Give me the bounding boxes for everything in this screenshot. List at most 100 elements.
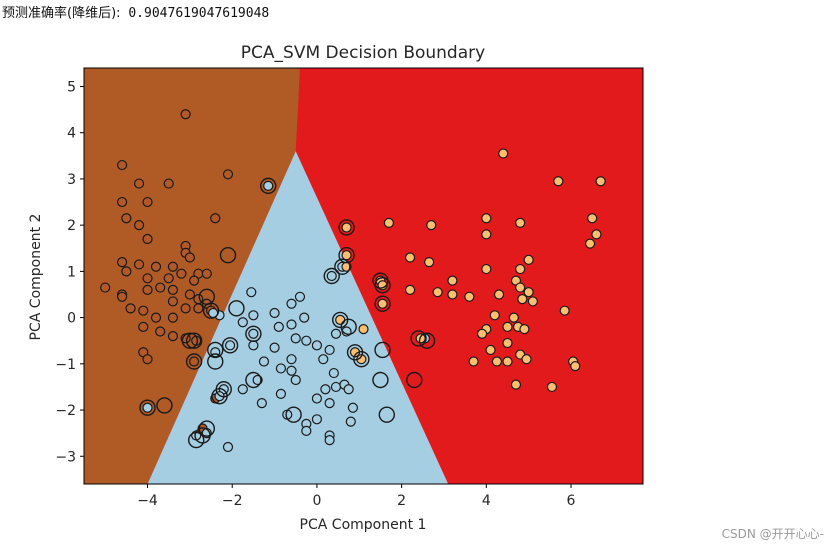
support-vector-ring xyxy=(181,332,199,349)
data-point-class1 xyxy=(269,342,280,353)
data-point-class2 xyxy=(476,328,488,339)
data-point-class1 xyxy=(246,287,257,298)
data-point-class0 xyxy=(125,303,136,314)
y-tick-label: −2 xyxy=(55,403,76,419)
data-point-class2 xyxy=(508,312,519,323)
data-point-class0 xyxy=(155,282,166,293)
data-point-class0 xyxy=(193,303,204,314)
data-point-class2 xyxy=(527,296,538,307)
data-point-class2 xyxy=(377,298,388,309)
data-point-class2 xyxy=(515,263,526,275)
data-point-class2 xyxy=(489,310,500,321)
chart-title: PCA_SVM Decision Boundary xyxy=(241,43,485,63)
data-point-class2 xyxy=(584,238,596,249)
data-point-class1 xyxy=(225,340,236,351)
data-point-class2 xyxy=(447,275,458,286)
data-point-class0 xyxy=(210,213,221,224)
data-point-class2 xyxy=(521,354,532,365)
data-point-class0 xyxy=(142,354,153,365)
support-vector-ring xyxy=(338,246,355,264)
data-point-class0 xyxy=(163,273,174,284)
accuracy-label: 预测准确率(降维后): xyxy=(2,6,121,21)
support-vector-ring xyxy=(372,371,389,389)
data-point-class0 xyxy=(117,257,128,268)
y-tick-label: 1 xyxy=(67,264,76,280)
support-vector-ring xyxy=(207,353,224,370)
accuracy-readout: 预测准确率(降维后): 0.9047619047619048 xyxy=(2,2,269,21)
y-tick-label: −1 xyxy=(55,357,76,373)
y-tick-label: −3 xyxy=(55,449,76,465)
support-vector-ring xyxy=(374,341,391,359)
data-point-class0 xyxy=(142,196,153,208)
data-point-class1 xyxy=(330,328,342,339)
support-vector-ring xyxy=(340,318,357,336)
data-point-class2 xyxy=(424,257,435,268)
data-point-class1 xyxy=(343,384,354,395)
data-point-class2 xyxy=(502,356,513,367)
support-vector-ring xyxy=(418,332,436,349)
data-point-class0 xyxy=(133,220,145,231)
x-tick-label: −2 xyxy=(222,493,243,509)
data-point-class1 xyxy=(318,354,329,365)
data-point-class1 xyxy=(286,319,297,330)
data-point-class1 xyxy=(275,388,287,399)
data-point-class0 xyxy=(121,213,132,224)
support-vector-ring xyxy=(374,277,391,294)
data-point-class2 xyxy=(481,213,492,224)
support-vectors xyxy=(139,177,436,449)
data-point-class2 xyxy=(515,282,526,293)
data-point-class2 xyxy=(591,229,602,240)
y-tick-label: 2 xyxy=(67,218,76,234)
data-point-class2 xyxy=(447,289,458,300)
data-point-class2 xyxy=(341,222,352,233)
data-point-class2 xyxy=(491,356,502,367)
data-point-class1 xyxy=(324,434,335,446)
data-point-class1 xyxy=(263,180,274,191)
data-point-class0 xyxy=(189,275,200,286)
data-point-class2 xyxy=(523,254,534,265)
data-point-class2 xyxy=(587,213,598,224)
data-point-class0 xyxy=(184,252,195,263)
data-point-class2 xyxy=(358,324,369,335)
data-point-class0 xyxy=(189,356,200,367)
data-point-class2 xyxy=(493,289,505,300)
support-vector-ring xyxy=(185,332,203,349)
x-tick-label: 6 xyxy=(567,493,576,509)
support-vector-ring xyxy=(228,300,245,317)
data-point-class1 xyxy=(142,402,153,413)
data-point-class1 xyxy=(320,384,331,395)
support-vector-ring xyxy=(334,258,351,275)
data-point-class2 xyxy=(335,314,346,326)
data-point-class0 xyxy=(150,261,162,272)
support-vector-ring xyxy=(188,431,205,449)
data-point-class0 xyxy=(184,289,195,300)
x-tick-label: −4 xyxy=(137,493,158,509)
data-point-class1 xyxy=(286,354,297,365)
support-vector-ring xyxy=(323,267,340,285)
data-point-class0 xyxy=(180,109,191,120)
x-tick-label: 2 xyxy=(397,493,406,509)
data-point-class2 xyxy=(404,284,416,295)
support-vector-ring xyxy=(245,325,262,342)
support-vector-ring xyxy=(219,246,237,264)
data-point-class1 xyxy=(324,398,335,409)
support-vector-ring xyxy=(410,330,427,347)
data-point-class1 xyxy=(326,270,337,282)
support-vector-ring xyxy=(211,387,228,405)
data-point-class2 xyxy=(559,305,570,316)
support-vector-ring xyxy=(338,219,355,236)
support-vector-ring xyxy=(156,397,173,414)
data-point-class2 xyxy=(570,361,581,372)
support-vector-ring xyxy=(202,302,220,319)
data-point-class0 xyxy=(167,330,179,342)
data-point-class1 xyxy=(311,414,323,425)
data-point-class2 xyxy=(546,381,558,393)
data-point-class0 xyxy=(133,178,145,189)
data-point-class0 xyxy=(167,312,179,323)
data-point-class1 xyxy=(301,425,312,436)
support-vector-ring xyxy=(221,337,239,354)
data-point-class2 xyxy=(464,291,475,302)
data-point-class1 xyxy=(258,356,270,367)
data-point-class2 xyxy=(502,337,513,349)
data-point-class1 xyxy=(311,393,323,404)
